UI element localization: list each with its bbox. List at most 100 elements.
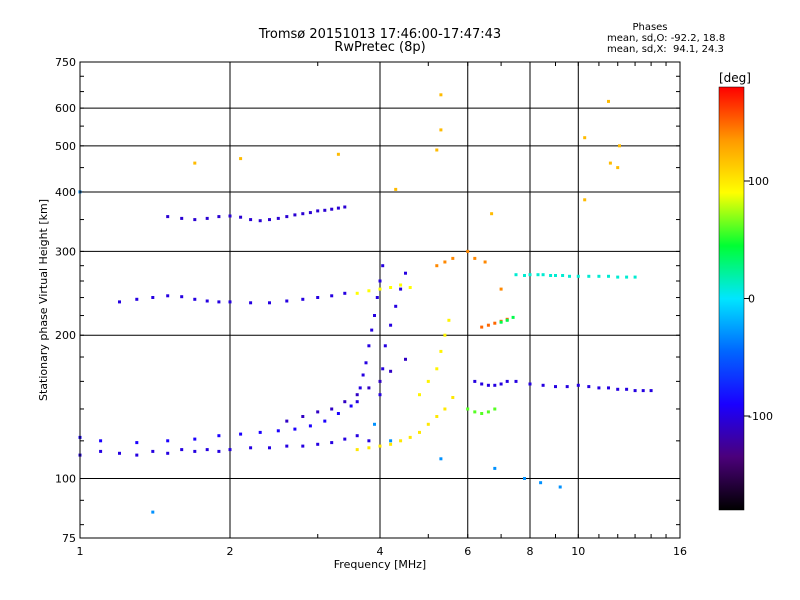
- data-point: [399, 287, 403, 291]
- y-tick-label: 75: [62, 532, 76, 545]
- data-point: [568, 274, 571, 278]
- data-point: [378, 287, 382, 291]
- data-point: [486, 323, 490, 327]
- data-point: [301, 444, 305, 448]
- data-point: [118, 451, 121, 455]
- data-point: [541, 383, 545, 387]
- data-point: [633, 275, 637, 279]
- data-point: [135, 441, 139, 445]
- data-point: [180, 448, 184, 452]
- data-point: [408, 286, 412, 289]
- data-point: [381, 264, 385, 268]
- data-point: [268, 301, 271, 305]
- data-point: [505, 379, 509, 383]
- data-point: [389, 286, 393, 289]
- data-point: [528, 273, 532, 277]
- data-point: [378, 444, 382, 448]
- data-point: [514, 379, 518, 383]
- data-point: [480, 382, 484, 386]
- data-point: [308, 424, 312, 428]
- data-point: [151, 296, 155, 299]
- data-point: [435, 367, 439, 371]
- data-point: [493, 466, 497, 470]
- colorbar-gradient: [718, 86, 745, 511]
- data-point: [378, 279, 382, 283]
- data-point: [383, 344, 387, 348]
- data-point: [418, 430, 421, 434]
- data-point: [493, 407, 497, 411]
- data-point: [616, 275, 620, 279]
- data-point: [367, 446, 371, 450]
- data-point: [316, 296, 320, 299]
- data-point: [558, 485, 562, 489]
- data-point: [378, 393, 382, 397]
- data-point: [358, 386, 362, 390]
- data-point: [293, 213, 297, 217]
- data-point: [217, 215, 221, 219]
- data-point: [443, 407, 447, 411]
- data-point: [426, 422, 430, 426]
- data-point: [166, 215, 170, 219]
- data-point: [554, 385, 557, 389]
- data-point: [523, 274, 526, 277]
- data-point: [135, 453, 139, 457]
- data-point: [364, 361, 368, 365]
- data-point: [426, 379, 430, 383]
- data-point: [480, 412, 484, 415]
- data-point: [389, 369, 393, 373]
- data-point: [180, 295, 184, 299]
- data-point: [355, 448, 359, 452]
- data-point: [583, 136, 587, 140]
- data-point: [285, 419, 289, 423]
- data-point: [367, 344, 371, 348]
- data-point: [205, 216, 209, 220]
- data-point: [370, 328, 374, 332]
- x-tick-label: 16: [673, 545, 687, 558]
- data-point: [607, 274, 610, 278]
- colorbar-tick-label: 100: [748, 175, 769, 188]
- data-point: [528, 382, 532, 386]
- data-point: [447, 318, 451, 322]
- data-point: [258, 430, 262, 434]
- phases-title: Phases: [632, 22, 668, 33]
- data-point: [293, 427, 297, 431]
- data-point: [268, 218, 271, 222]
- data-point: [330, 441, 334, 445]
- data-point: [336, 152, 340, 156]
- data-point: [316, 410, 320, 414]
- data-point: [316, 442, 320, 446]
- phases-o-stats: mean, sd,O: -92.2, 18.8: [607, 33, 726, 44]
- data-point: [493, 383, 497, 387]
- data-point: [180, 216, 184, 220]
- data-point: [649, 389, 653, 393]
- data-point: [435, 264, 439, 268]
- data-point: [367, 386, 371, 390]
- x-tick-label: 1: [77, 545, 84, 558]
- data-point: [399, 439, 403, 443]
- data-point: [193, 218, 197, 222]
- data-point: [355, 434, 359, 438]
- data-point: [249, 446, 253, 450]
- data-point: [394, 304, 398, 308]
- data-point: [625, 387, 629, 391]
- data-point: [301, 212, 305, 216]
- data-point: [166, 439, 170, 443]
- data-point: [408, 435, 412, 439]
- data-point: [239, 432, 243, 436]
- data-point: [239, 157, 243, 161]
- data-point: [258, 219, 262, 223]
- x-tick-label: 6: [464, 545, 471, 558]
- data-point: [228, 300, 232, 304]
- data-point: [228, 214, 232, 218]
- data-point: [228, 448, 232, 452]
- data-point: [511, 315, 515, 319]
- phases-x-stats: mean, sd,X: 94.1, 24.3: [607, 44, 724, 55]
- data-point: [249, 301, 253, 305]
- data-point: [418, 393, 421, 397]
- data-point: [404, 271, 407, 275]
- data-point: [166, 451, 170, 455]
- x-tick-label: 4: [377, 545, 384, 558]
- data-point: [308, 211, 312, 215]
- data-point: [336, 206, 340, 210]
- data-point: [389, 442, 393, 446]
